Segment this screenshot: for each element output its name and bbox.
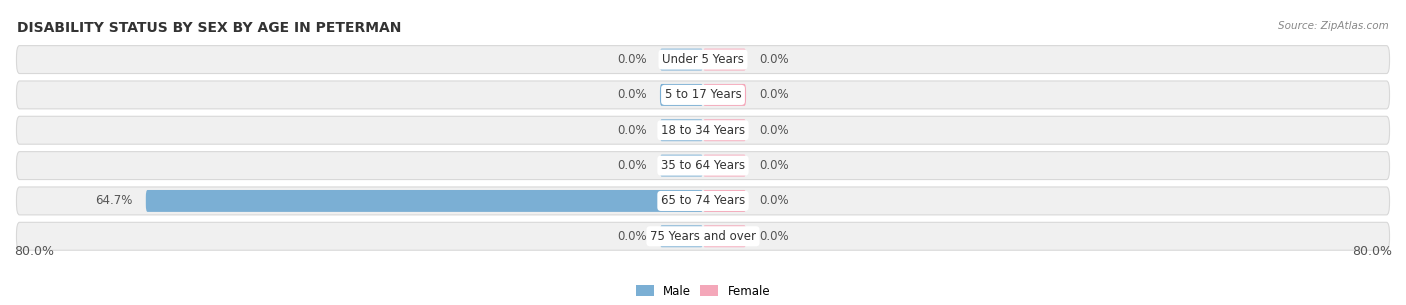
FancyBboxPatch shape: [703, 155, 747, 177]
Legend: Male, Female: Male, Female: [631, 280, 775, 302]
FancyBboxPatch shape: [703, 190, 747, 212]
FancyBboxPatch shape: [703, 48, 747, 70]
FancyBboxPatch shape: [659, 225, 703, 247]
Text: 5 to 17 Years: 5 to 17 Years: [665, 88, 741, 102]
Text: DISABILITY STATUS BY SEX BY AGE IN PETERMAN: DISABILITY STATUS BY SEX BY AGE IN PETER…: [17, 21, 401, 35]
Text: 0.0%: 0.0%: [617, 159, 647, 172]
FancyBboxPatch shape: [703, 84, 747, 106]
FancyBboxPatch shape: [659, 84, 703, 106]
Text: 0.0%: 0.0%: [617, 53, 647, 66]
Text: 0.0%: 0.0%: [617, 88, 647, 102]
FancyBboxPatch shape: [17, 116, 1389, 144]
FancyBboxPatch shape: [703, 119, 747, 141]
FancyBboxPatch shape: [659, 155, 703, 177]
Text: 0.0%: 0.0%: [617, 124, 647, 137]
Text: 0.0%: 0.0%: [759, 194, 789, 207]
Text: 0.0%: 0.0%: [759, 230, 789, 243]
FancyBboxPatch shape: [17, 152, 1389, 180]
FancyBboxPatch shape: [146, 190, 703, 212]
Text: 64.7%: 64.7%: [96, 194, 134, 207]
FancyBboxPatch shape: [17, 81, 1389, 109]
FancyBboxPatch shape: [17, 187, 1389, 215]
FancyBboxPatch shape: [17, 46, 1389, 74]
Text: 65 to 74 Years: 65 to 74 Years: [661, 194, 745, 207]
Text: 0.0%: 0.0%: [759, 88, 789, 102]
Text: 35 to 64 Years: 35 to 64 Years: [661, 159, 745, 172]
FancyBboxPatch shape: [703, 225, 747, 247]
FancyBboxPatch shape: [17, 222, 1389, 250]
FancyBboxPatch shape: [659, 119, 703, 141]
Text: 75 Years and over: 75 Years and over: [650, 230, 756, 243]
Text: 0.0%: 0.0%: [617, 230, 647, 243]
Text: 80.0%: 80.0%: [1353, 245, 1392, 258]
Text: Source: ZipAtlas.com: Source: ZipAtlas.com: [1278, 21, 1389, 31]
Text: 18 to 34 Years: 18 to 34 Years: [661, 124, 745, 137]
Text: Under 5 Years: Under 5 Years: [662, 53, 744, 66]
Text: 80.0%: 80.0%: [14, 245, 53, 258]
FancyBboxPatch shape: [659, 48, 703, 70]
Text: 0.0%: 0.0%: [759, 159, 789, 172]
Text: 0.0%: 0.0%: [759, 53, 789, 66]
Text: 0.0%: 0.0%: [759, 124, 789, 137]
